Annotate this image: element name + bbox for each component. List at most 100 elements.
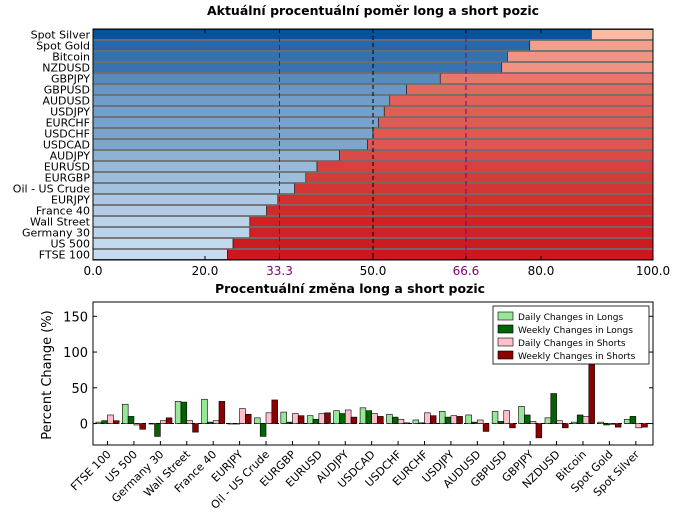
change-bar bbox=[186, 420, 193, 424]
change-bar bbox=[333, 410, 340, 424]
change-bar bbox=[312, 418, 320, 424]
short-bar bbox=[249, 227, 654, 238]
change-bar bbox=[524, 414, 531, 424]
legend-swatch bbox=[497, 311, 514, 321]
long-bar bbox=[92, 227, 251, 238]
change-bar bbox=[113, 420, 120, 424]
change-bar bbox=[207, 421, 214, 424]
long-bar bbox=[92, 205, 267, 216]
top-chart-title: Aktuální procentuální poměr long a short… bbox=[207, 3, 539, 18]
change-bar bbox=[280, 411, 287, 424]
long-bar bbox=[92, 161, 318, 172]
legend-label: Weekly Changes in Longs bbox=[518, 326, 633, 336]
x-tick-label: 33.3 bbox=[266, 264, 293, 278]
short-bar bbox=[439, 73, 654, 84]
category-label: EURCHF bbox=[46, 117, 90, 130]
short-bar bbox=[316, 161, 654, 172]
change-bar bbox=[509, 423, 516, 429]
long-short-ratio-chart: Aktuální procentuální poměr long a short… bbox=[13, 3, 670, 278]
category-label: Oil - US Crude bbox=[13, 183, 90, 196]
change-bar bbox=[297, 415, 305, 424]
change-bar bbox=[450, 415, 458, 424]
short-bar bbox=[227, 249, 654, 260]
change-bar bbox=[371, 413, 378, 424]
change-bar bbox=[623, 418, 631, 424]
change-bar bbox=[556, 420, 563, 424]
short-bar bbox=[294, 183, 654, 194]
y-tick-label: 100 bbox=[63, 346, 88, 361]
change-bar bbox=[571, 421, 578, 424]
long-bar bbox=[92, 216, 251, 227]
long-bar bbox=[92, 117, 379, 128]
change-bar bbox=[614, 423, 622, 428]
change-bar bbox=[192, 423, 199, 433]
x-tick-label: 0.0 bbox=[83, 264, 102, 278]
top-x-ticks: 0.0 20.0 33.3 50.0 66.6 80.0 100.0 bbox=[83, 29, 670, 278]
change-bar bbox=[344, 409, 352, 424]
change-bar bbox=[412, 419, 420, 424]
short-bar bbox=[339, 150, 654, 161]
change-bar bbox=[456, 416, 463, 424]
change-bar bbox=[101, 420, 108, 424]
change-bar bbox=[107, 414, 114, 424]
short-bar bbox=[305, 172, 654, 183]
category-label: France 40 bbox=[36, 205, 90, 218]
change-bar bbox=[603, 423, 610, 426]
change-bar bbox=[609, 423, 616, 425]
bottom-y-axis-label: Percent Change (%) bbox=[40, 310, 55, 439]
legend-box bbox=[492, 305, 650, 365]
change-bar bbox=[324, 412, 331, 424]
category-label: USDCHF bbox=[44, 128, 90, 141]
short-bar bbox=[367, 139, 654, 150]
legend-swatch bbox=[497, 324, 514, 334]
category-label: FTSE 100 bbox=[39, 249, 90, 262]
short-bar bbox=[383, 106, 654, 117]
change-bar bbox=[259, 423, 267, 437]
category-label: GBPUSD bbox=[44, 84, 90, 97]
category-label: AUDJPY bbox=[50, 150, 91, 163]
short-bar bbox=[406, 84, 654, 95]
long-bar bbox=[92, 249, 228, 260]
category-label: Germany 30 bbox=[22, 227, 90, 240]
long-bar bbox=[92, 73, 441, 84]
change-bar bbox=[365, 410, 372, 424]
change-bar bbox=[165, 417, 173, 424]
change-bar bbox=[482, 423, 490, 432]
short-bar bbox=[249, 216, 654, 227]
short-bar bbox=[232, 238, 654, 249]
change-bar bbox=[218, 401, 226, 424]
long-bar bbox=[92, 183, 295, 194]
change-bar bbox=[418, 422, 425, 424]
long-bar bbox=[92, 139, 368, 150]
change-bar bbox=[377, 416, 384, 424]
legend-swatch bbox=[497, 350, 514, 360]
short-bar bbox=[501, 62, 654, 73]
bottom-y-ticks: 0 50 100 150 bbox=[63, 310, 653, 433]
change-bar bbox=[154, 423, 161, 437]
long-bar bbox=[92, 238, 234, 249]
long-bar bbox=[92, 51, 508, 62]
long-bar bbox=[92, 95, 391, 106]
change-bar bbox=[503, 410, 510, 424]
change-bar bbox=[359, 407, 367, 424]
percent-change-chart: Procentuální změna long a short pozic Pe… bbox=[40, 281, 654, 512]
y-tick-label: 150 bbox=[63, 310, 88, 325]
change-bar bbox=[201, 398, 208, 424]
legend-swatch bbox=[497, 337, 514, 347]
change-bar bbox=[180, 401, 188, 424]
change-bar bbox=[465, 414, 472, 424]
legend-label: Daily Changes in Longs bbox=[518, 313, 623, 323]
change-bar bbox=[529, 421, 537, 424]
change-bar bbox=[477, 419, 484, 424]
x-tick-label: 100.0 bbox=[636, 264, 670, 278]
long-bar bbox=[92, 40, 531, 51]
change-bar bbox=[286, 421, 293, 424]
change-bar bbox=[233, 423, 240, 425]
change-bar bbox=[497, 421, 505, 424]
change-bar bbox=[444, 416, 452, 424]
long-bar bbox=[92, 29, 592, 40]
change-bar bbox=[635, 423, 642, 429]
